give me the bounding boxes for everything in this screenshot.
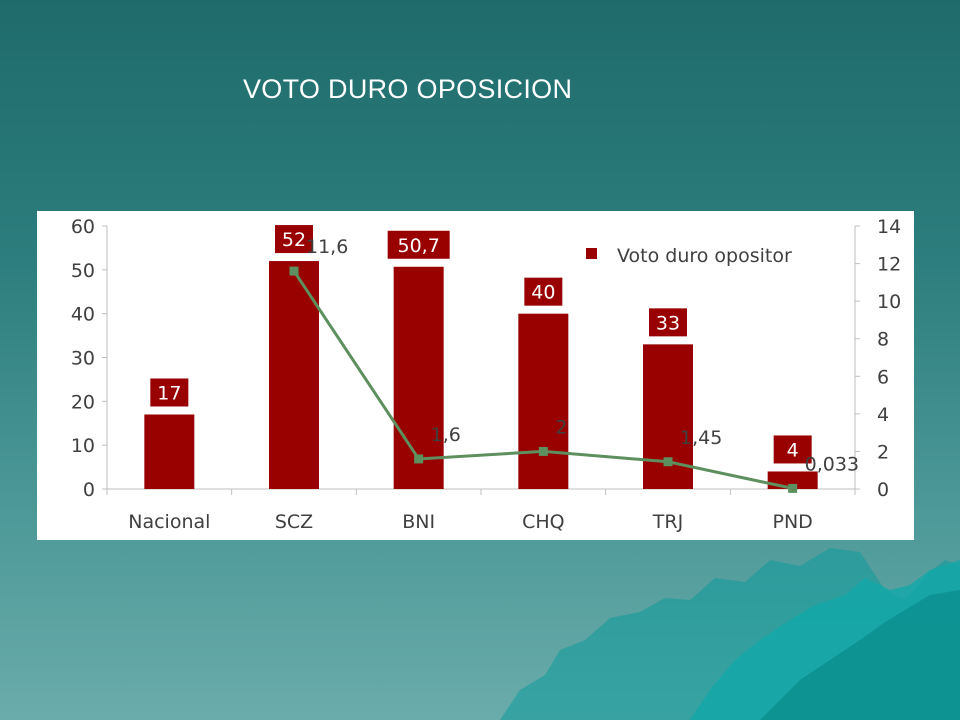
bar-label-box [524, 277, 563, 306]
left-tick-label: 50 [71, 260, 95, 282]
line-data-label: 2 [555, 416, 567, 438]
line-point [289, 266, 299, 276]
left-tick-label: 0 [83, 479, 95, 501]
right-tick-label: 6 [877, 366, 889, 388]
legend: Voto duro opositor [586, 245, 792, 267]
right-tick-label: 12 [877, 254, 901, 276]
data-labels: 17 52 50,7 40 33 4 11,6 1,6 2 1,45 0,033 [150, 225, 859, 475]
right-tick-label: 0 [877, 479, 889, 501]
legend-swatch [586, 248, 597, 259]
left-tick-label: 20 [71, 391, 95, 413]
legend-entry: Voto duro opositor [617, 245, 792, 267]
left-tick-label: 60 [71, 216, 95, 238]
bar-data-label: 40 [531, 282, 555, 304]
left-tick-label: 10 [71, 435, 95, 457]
x-tick-label: Nacional [128, 511, 210, 533]
line-point [663, 457, 673, 467]
bar-data-label: 33 [656, 312, 680, 334]
bar-data-label: 17 [157, 382, 181, 404]
line-point [538, 446, 548, 456]
right-tick-label: 2 [877, 441, 889, 463]
bar-label-box [275, 225, 313, 254]
right-tick-label: 8 [877, 329, 889, 351]
combo-chart: 0 10 20 30 40 50 60 0 2 4 6 8 10 12 14 Nacional SCZ BNI… [71, 216, 901, 533]
x-tick-label: TRJ [652, 511, 683, 533]
bar-data-label: 4 [787, 439, 799, 461]
line-data-label: 1,45 [680, 427, 722, 449]
bar-label-box [773, 435, 812, 464]
left-y-axis: 0 10 20 30 40 50 60 [71, 216, 108, 501]
right-tick-label: 10 [877, 291, 901, 313]
bar [393, 266, 444, 489]
bar [518, 313, 569, 489]
x-axis: Nacional SCZ BNI CHQ TRJ PND [106, 488, 856, 533]
bar-label-box [649, 308, 687, 337]
right-tick-label: 14 [877, 216, 901, 238]
bar-data-label: 50,7 [398, 235, 440, 257]
line-data-label: 1,6 [431, 424, 461, 446]
bar [643, 344, 693, 489]
bar [144, 414, 195, 489]
right-tick-label: 4 [877, 404, 889, 426]
line-point [788, 483, 798, 493]
line-point [414, 454, 424, 464]
line-data-label: 11,6 [306, 236, 348, 258]
bar-series [144, 261, 818, 489]
x-tick-label: CHQ [522, 511, 565, 533]
chart-area: 0 10 20 30 40 50 60 0 2 4 6 8 10 12 14 Nacional SCZ BNI… [37, 211, 914, 540]
left-tick-label: 40 [71, 304, 95, 326]
line-data-label: 0,033 [805, 453, 859, 475]
bar-data-label: 52 [282, 229, 306, 251]
right-y-axis: 0 2 4 6 8 10 12 14 [854, 216, 901, 501]
line-series [289, 266, 798, 493]
bar-label-box [150, 378, 189, 407]
bar-label-box [387, 230, 450, 259]
left-tick-label: 30 [71, 348, 95, 370]
bar [269, 261, 319, 489]
slide-title: VOTO DURO OPOSICION [243, 74, 573, 104]
x-tick-label: PND [773, 511, 813, 533]
x-tick-label: SCZ [275, 511, 313, 533]
x-tick-label: BNI [402, 511, 435, 533]
